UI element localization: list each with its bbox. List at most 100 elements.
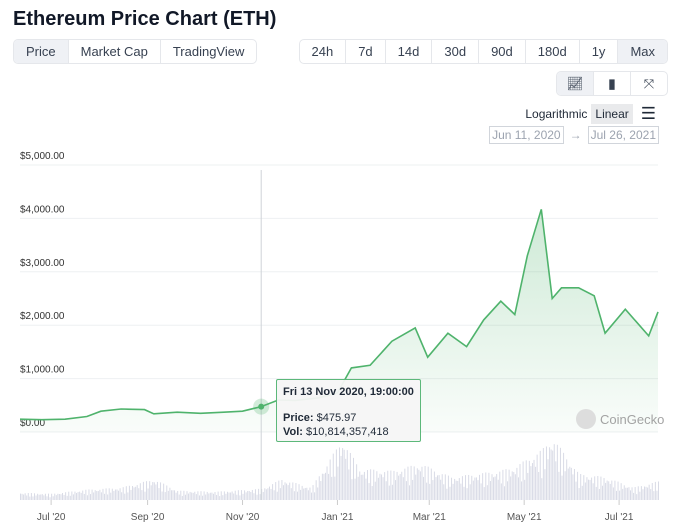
volume-bar [29,496,31,500]
volume-bar [471,475,473,500]
range-7d[interactable]: 7d [346,40,386,63]
tab-tradingview[interactable]: TradingView [172,44,245,59]
volume-bar [152,482,154,500]
volume-bar [253,493,255,500]
volume-bar [156,481,158,500]
volume-bar [307,490,309,500]
volume-bar [195,494,197,500]
volume-bar [107,494,109,500]
volume-bar [605,482,607,500]
volume-bar [573,469,575,500]
volume-bar [404,468,406,500]
range-14d[interactable]: 14d [386,40,433,63]
range-1y[interactable]: 1y [580,40,619,63]
date-to[interactable]: Jul 26, 2021 [587,126,659,144]
x-tick-label: Sep '20 [131,512,165,523]
volume-bar [34,493,36,500]
volume-bar [80,492,82,500]
volume-bar [626,487,628,500]
volume-bar [628,487,630,500]
tab-market-cap[interactable]: Market Cap [69,40,161,63]
volume-bar [63,494,65,500]
volume-bar [68,491,70,500]
volume-bar [105,488,107,500]
volume-bar [155,484,157,500]
volume-bar [181,495,183,500]
volume-bar [180,490,182,500]
volume-bar [564,471,566,500]
volume-bar [158,488,160,500]
volume-bar [174,490,176,500]
date-range: Jun 11, 2020 → Jul 26, 2021 [489,126,659,144]
volume-bar [233,493,235,500]
volume-bar [368,483,370,500]
tab-price[interactable]: Price [14,40,69,63]
volume-bar [658,481,659,500]
range-180d[interactable]: 180d [526,40,580,63]
volume-bar [444,474,446,500]
volume-bar [318,476,320,500]
volume-bar [301,485,303,500]
volume-bar [26,495,28,500]
volume-bar [74,491,76,500]
volume-bar [634,487,636,500]
volume-bar [323,473,325,500]
volume-bar [133,487,135,500]
x-tick-label: Nov '20 [226,512,260,523]
volume-bar [104,493,106,500]
volume-bar [454,478,456,500]
range-30d[interactable]: 30d [432,40,480,63]
date-from[interactable]: Jun 11, 2020 [489,126,564,144]
volume-bar [379,473,381,500]
volume-bar [205,494,207,500]
volume-bar [395,480,397,500]
volume-bar [265,489,267,500]
volume-bar [468,474,470,500]
scale-linear[interactable]: Linear [591,104,633,124]
volume-bar [524,479,526,500]
range-max[interactable]: Max [618,40,667,63]
volume-bar [113,490,115,500]
volume-bar [244,490,246,500]
volume-bar [240,490,242,500]
volume-bar [530,466,532,500]
coingecko-watermark: CoinGecko [576,409,664,429]
volume-bar [385,481,387,500]
volume-bar [262,491,264,500]
volume-bar [83,493,85,500]
volume-bar [217,491,219,500]
volume-bar [20,493,21,500]
volume-bar [214,492,216,500]
volume-bar [309,487,311,500]
scale-logarithmic[interactable]: Logarithmic [525,107,588,121]
fullscreen-button[interactable]: ⤧ [631,72,667,95]
candlestick-button[interactable]: ▮ [594,72,631,95]
volume-bar [77,492,79,500]
volume-bar [643,486,645,500]
range-90d[interactable]: 90d [479,40,526,63]
volume-bar [429,483,431,500]
volume-bar [62,493,64,500]
volume-bar [282,485,284,500]
volume-bar [345,458,347,500]
volume-bar [349,452,351,500]
volume-bar [315,480,317,500]
volume-bar [43,495,45,500]
volume-bar [466,488,468,500]
volume-bar [57,493,59,500]
volume-bar [424,466,426,500]
menu-icon[interactable]: ☰ [640,104,656,123]
volume-bar [457,480,459,500]
volume-bar [485,472,487,500]
volume-bar [491,474,493,500]
volume-bar [391,484,393,500]
volume-bar [522,461,524,500]
line-chart-button[interactable]: 📈︎ [557,72,594,95]
volume-bar [528,460,530,500]
volume-bar [172,490,174,500]
volume-bar [608,481,610,500]
range-24h[interactable]: 24h [300,40,347,63]
line-chart-icon: 📈︎ [566,76,584,91]
volume-bar [340,455,342,500]
